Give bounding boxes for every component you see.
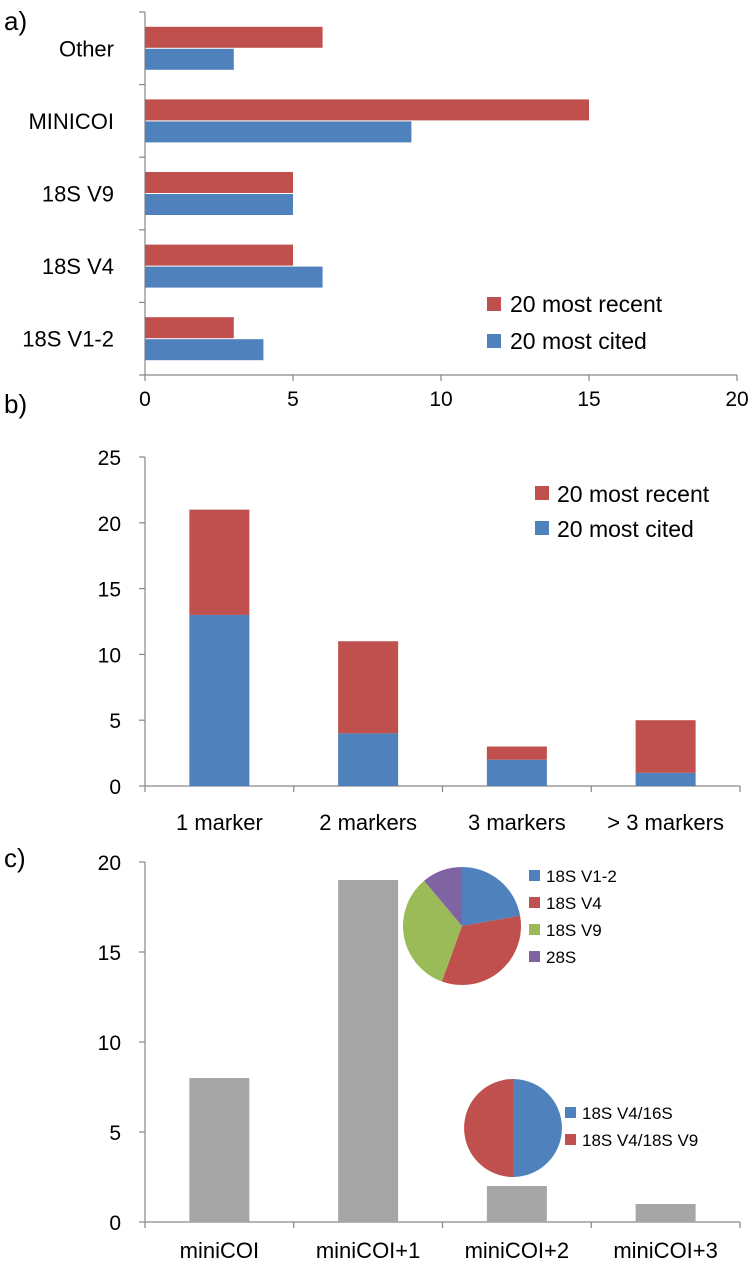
pie-2-legend-label-18s-v4-18s-v9: 18S V4/18S V9 [582,1131,698,1150]
x-tick-label: 10 [429,388,452,411]
y-tick-label: 5 [109,710,121,733]
legend-label-20-most-recent: 20 most recent [510,291,663,317]
bar-20-most-recent-minicoi [145,99,589,121]
panel-a-chart: a) 0 5 10 15 20 Other MINICOI 18S V9 18S V4 18S V1… [4,6,749,411]
bar-20-most-cited-other [145,48,234,70]
category-label-1-marker: 1 marker [176,810,263,835]
pie-1-legend-swatch-18s-v1-2 [529,870,540,881]
panel-b-chart: b) 0 5 10 15 20 25 1 marker 2 markers 3 markers > … [4,389,741,835]
pie-2-slice-18s-v4-16s [513,1079,562,1177]
y-tick-label: 15 [98,579,121,602]
pie-2-legend-label-18s-v4-16s: 18S V4/16S [582,1104,673,1123]
bar-minicoi-1 [338,880,399,1222]
category-label-minicoi-2: miniCOI+2 [465,1238,570,1263]
pie-2-slice-18s-v4-18s-v9 [464,1079,513,1177]
bar-20-most-cited-3-markers [486,759,547,786]
y-tick-label: 0 [109,1212,121,1235]
pie-1-legend-swatch-18s-v4 [529,897,540,908]
panel-b-label: b) [4,389,27,419]
pie-1-legend-swatch-28s [529,951,540,962]
pie-1-legend-swatch-18s-v9 [529,924,540,935]
x-tick-label: 20 [725,388,748,411]
bar-20-most-recent-2-markers [338,641,399,734]
bar-20-most-recent-3-markers [635,720,696,773]
panel-a-label: a) [4,6,27,36]
y-tick-label: 5 [109,1122,121,1145]
bar-20-most-cited-3-markers [635,772,696,786]
y-tick-label: 10 [98,644,121,667]
bar-minicoi [189,1078,250,1222]
bar-20-most-cited-18s-v4 [145,266,323,288]
category-label-minicoi-3: miniCOI+3 [613,1238,718,1263]
legend-label-20-most-recent: 20 most recent [557,481,710,507]
pie-1-legend-label-18s-v9: 18S V9 [546,921,602,940]
x-tick-label: 0 [139,388,151,411]
y-tick-label: 20 [98,513,121,536]
category-label-other: Other [59,36,114,61]
y-tick-label: 20 [98,852,121,875]
bar-minicoi-3 [635,1204,696,1222]
pie-1-legend-label-18s-v1-2: 18S V1-2 [546,867,617,886]
y-tick-label: 15 [98,942,121,965]
pie-1-slice-28s [424,867,462,926]
pie-1-slice-18s-v4 [441,915,521,986]
pie-2-legend-swatch-18s-v4-18s-v9 [565,1134,576,1145]
legend-swatch-20-most-recent [487,297,501,311]
category-label-minicoi: MINICOI [28,109,114,134]
x-tick-label: 5 [287,388,299,411]
category-label-minicoi: miniCOI [180,1238,259,1263]
legend-label-20-most-cited: 20 most cited [557,516,694,542]
panel-c-label: c) [4,843,26,873]
pie-2-legend-swatch-18s-v4-16s [565,1107,576,1118]
category-label-18s-v9: 18S V9 [42,182,114,207]
category-label-minicoi-1: miniCOI+1 [316,1238,421,1263]
legend-label-20-most-cited: 20 most cited [510,328,647,354]
legend-swatch-20-most-recent [535,486,549,500]
legend-swatch-20-most-cited [487,334,501,348]
bar-20-most-recent-18s-v4 [145,244,293,266]
category-label-18s-v4: 18S V4 [42,254,114,279]
bar-20-most-recent-3-markers [486,746,547,760]
bar-minicoi-2 [486,1186,547,1222]
y-tick-label: 0 [109,776,121,799]
panel-c-chart: c) 0 5 10 15 20 miniCOI miniCOI+1 miniCOI+2 miniC… [4,843,741,1263]
bar-20-most-cited-1-marker [189,614,250,786]
category-label-3-markers: > 3 markers [607,810,724,835]
pie-1-legend-label-28s: 28S [546,948,576,967]
pie-1-legend-label-18s-v4: 18S V4 [546,894,602,913]
bar-20-most-cited-2-markers [338,733,399,786]
y-tick-label: 25 [98,447,121,470]
y-tick-label: 10 [98,1032,121,1055]
bar-20-most-recent-18s-v1-2 [145,317,234,339]
bar-20-most-cited-18s-v9 [145,194,293,215]
bar-20-most-recent-1-marker [189,509,250,615]
category-label-2-markers: 2 markers [319,810,417,835]
x-tick-label: 15 [577,388,600,411]
bar-20-most-recent-other [145,26,323,48]
pie-1-slice-18s-v1-2 [462,867,521,926]
legend-swatch-20-most-cited [535,521,549,535]
bar-20-most-cited-minicoi [145,121,412,143]
bar-20-most-cited-18s-v1-2 [145,339,264,361]
bar-20-most-recent-18s-v9 [145,172,293,193]
category-label-3-markers: 3 markers [468,810,566,835]
category-label-18s-v1-2: 18S V1-2 [22,327,114,352]
pie-1-slice-18s-v9 [402,880,462,982]
